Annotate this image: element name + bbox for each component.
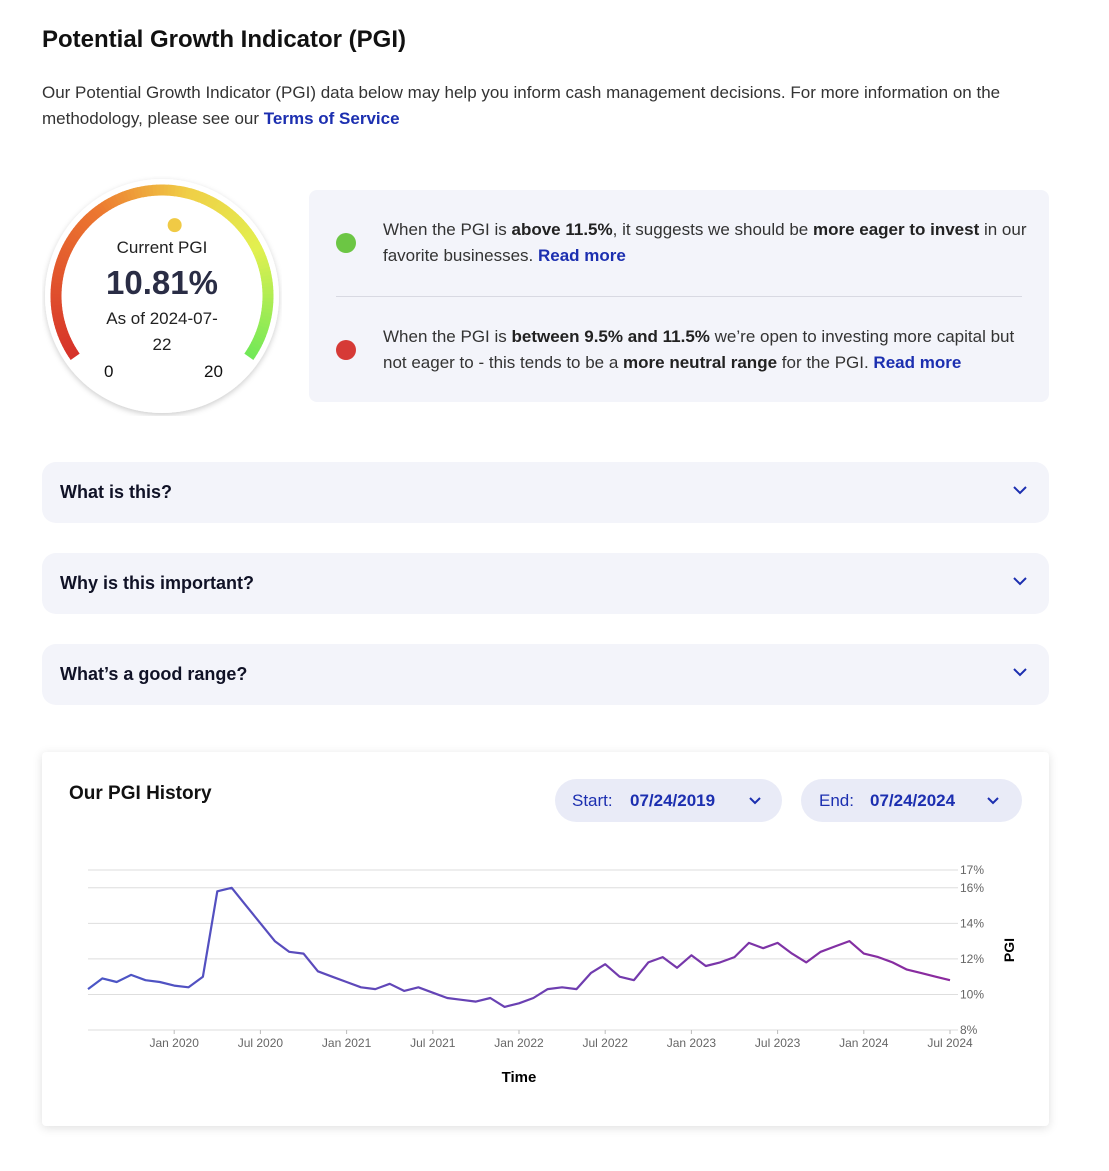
accordion-item[interactable]: What is this? bbox=[42, 462, 1049, 523]
gauge-indicator bbox=[167, 218, 182, 233]
gauge: Current PGI 10.81% As of 2024-07-22 0 20 bbox=[42, 176, 282, 416]
gauge-arc bbox=[244, 350, 256, 360]
x-tick-label: Jul 2022 bbox=[583, 1036, 629, 1050]
gauge-label: Current PGI bbox=[116, 238, 208, 257]
info-text: When the PGI is above 11.5%, it suggests… bbox=[383, 217, 1028, 269]
start-date: 07/24/2019 bbox=[630, 791, 716, 810]
y-tick-label: 12% bbox=[960, 952, 984, 966]
gauge-graphic bbox=[45, 179, 279, 413]
read-more-link[interactable]: Read more bbox=[537, 246, 626, 265]
y-tick-label: 17% bbox=[960, 863, 984, 877]
x-tick-label: Jan 2022 bbox=[494, 1036, 544, 1050]
page-title: Potential Growth Indicator (PGI) bbox=[42, 26, 407, 53]
gauge-date: As of 2024-07-22 bbox=[106, 309, 218, 354]
start-label: Start: bbox=[572, 791, 613, 810]
y-tick-label: 8% bbox=[960, 1023, 978, 1037]
status-dot bbox=[336, 340, 356, 360]
chart: 8% 10% 12% 14% 16% 17% Jan 2020 Jul 2020 Jan 202… bbox=[87, 863, 1017, 1086]
chevron bbox=[1013, 486, 1027, 495]
pgi-line bbox=[87, 886, 951, 1008]
x-tick-label: Jul 2023 bbox=[755, 1036, 801, 1050]
history-title: Our PGI History bbox=[69, 783, 212, 804]
gauge-value: 10.81% bbox=[106, 264, 218, 301]
terms-link[interactable]: Terms of Service bbox=[263, 109, 400, 128]
bold-text: more neutral range bbox=[623, 353, 778, 372]
y-tick-label: 10% bbox=[960, 987, 984, 1001]
chevron bbox=[987, 797, 999, 805]
gauge-min: 0 bbox=[104, 362, 114, 381]
text: When the PGI is bbox=[383, 220, 512, 239]
accordion-item[interactable]: What’s a good range? bbox=[42, 644, 1049, 705]
text: , it suggests we should be bbox=[612, 220, 813, 239]
start-picker[interactable]: Start: 07/24/2019 bbox=[555, 779, 782, 822]
bold-text: more eager to invest bbox=[812, 220, 980, 239]
chevron-path bbox=[1013, 668, 1027, 677]
text: in our favorite businesses. bbox=[383, 220, 1027, 265]
accordion-title: What is this? bbox=[60, 482, 172, 502]
intro-text: Our Potential Growth Indicator (PGI) dat… bbox=[42, 83, 1001, 128]
x-axis-label: Time bbox=[502, 1069, 537, 1086]
chevron bbox=[1013, 668, 1027, 677]
accordion-title: Why is this important? bbox=[60, 573, 255, 593]
text: we’re open to investing more capital but… bbox=[383, 327, 1015, 372]
x-tick-label: Jan 2021 bbox=[322, 1036, 372, 1050]
info-text: When the PGI is between 9.5% and 11.5% w… bbox=[383, 324, 1028, 376]
accordion-item[interactable]: Why is this important? bbox=[42, 553, 1049, 614]
x-tick-label: Jul 2021 bbox=[410, 1036, 456, 1050]
chevron-path bbox=[1013, 577, 1027, 586]
x-tick-label: Jul 2024 bbox=[927, 1036, 973, 1050]
end-label: End: bbox=[819, 791, 854, 810]
chevron bbox=[1013, 577, 1027, 586]
accordion-title: What’s a good range? bbox=[60, 664, 248, 684]
bold-text: between 9.5% and 11.5% bbox=[511, 327, 710, 346]
y-axis-label: PGI bbox=[1001, 938, 1017, 962]
end-date: 07/24/2024 bbox=[870, 791, 956, 810]
x-tick-label: Jul 2020 bbox=[238, 1036, 284, 1050]
x-tick-label: Jan 2023 bbox=[667, 1036, 717, 1050]
divider bbox=[336, 296, 1022, 297]
x-tick-label: Jan 2020 bbox=[150, 1036, 200, 1050]
text: When the PGI is bbox=[383, 327, 512, 346]
intro: Our Potential Growth Indicator (PGI) dat… bbox=[42, 80, 1062, 132]
read-more-link[interactable]: Read more bbox=[873, 353, 962, 372]
status-dot bbox=[336, 233, 356, 253]
gauge-face bbox=[45, 179, 279, 413]
text: for the PGI. bbox=[777, 353, 874, 372]
history-card: Our PGI History Start: 07/24/2019 End: 0… bbox=[42, 752, 1049, 1126]
chevron bbox=[749, 797, 761, 805]
gauge-max: 20 bbox=[204, 362, 223, 381]
x-tick-label: Jan 2024 bbox=[839, 1036, 889, 1050]
y-tick-label: 14% bbox=[960, 916, 984, 930]
end-picker[interactable]: End: 07/24/2024 bbox=[801, 779, 1022, 822]
info-box: When the PGI is above 11.5%, it suggests… bbox=[309, 190, 1049, 402]
bold-text: above 11.5% bbox=[511, 220, 613, 239]
y-tick-label: 16% bbox=[960, 881, 984, 895]
chevron-path bbox=[1013, 486, 1027, 495]
